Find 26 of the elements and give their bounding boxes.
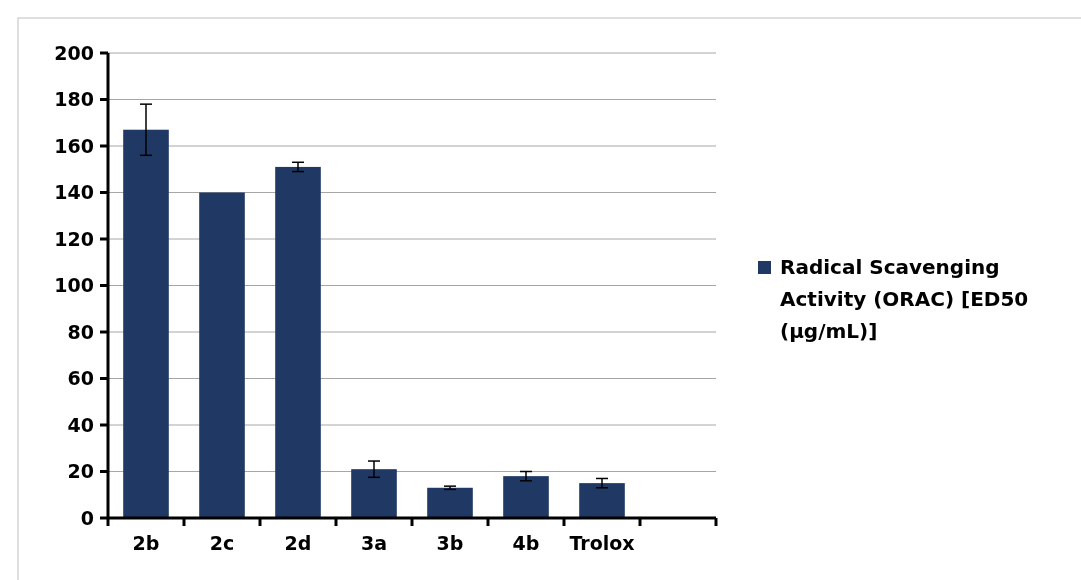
bar	[427, 487, 473, 518]
y-tick-label: 180	[54, 88, 94, 111]
y-tick-label: 20	[67, 460, 94, 483]
bar	[199, 192, 245, 518]
bar	[503, 476, 549, 518]
bar	[123, 129, 169, 518]
bar	[579, 483, 625, 518]
x-tick-label: 3b	[436, 532, 464, 554]
y-tick-label: 140	[54, 181, 94, 204]
y-tick-label: 200	[54, 41, 94, 64]
y-tick-label: 160	[54, 134, 94, 157]
x-tick-label: 2b	[132, 532, 160, 554]
y-tick-label: 120	[54, 227, 94, 250]
bar	[351, 469, 397, 518]
bar	[275, 166, 321, 518]
x-tick-label: 2d	[284, 532, 312, 554]
x-tick-label: Trolox	[569, 532, 635, 554]
x-tick-label: 2c	[209, 532, 235, 554]
legend-label: Radical Scavenging Activity (ORAC) [ED50 (µg/mL)]	[780, 255, 1029, 343]
x-tick-label: 4b	[512, 532, 540, 554]
y-tick-label: 100	[54, 274, 94, 297]
y-tick-label: 80	[67, 320, 94, 343]
y-tick-label: 0	[80, 506, 94, 529]
y-tick-label: 40	[67, 413, 94, 436]
x-tick-label: 3a	[360, 532, 388, 554]
y-tick-label: 60	[67, 367, 94, 390]
